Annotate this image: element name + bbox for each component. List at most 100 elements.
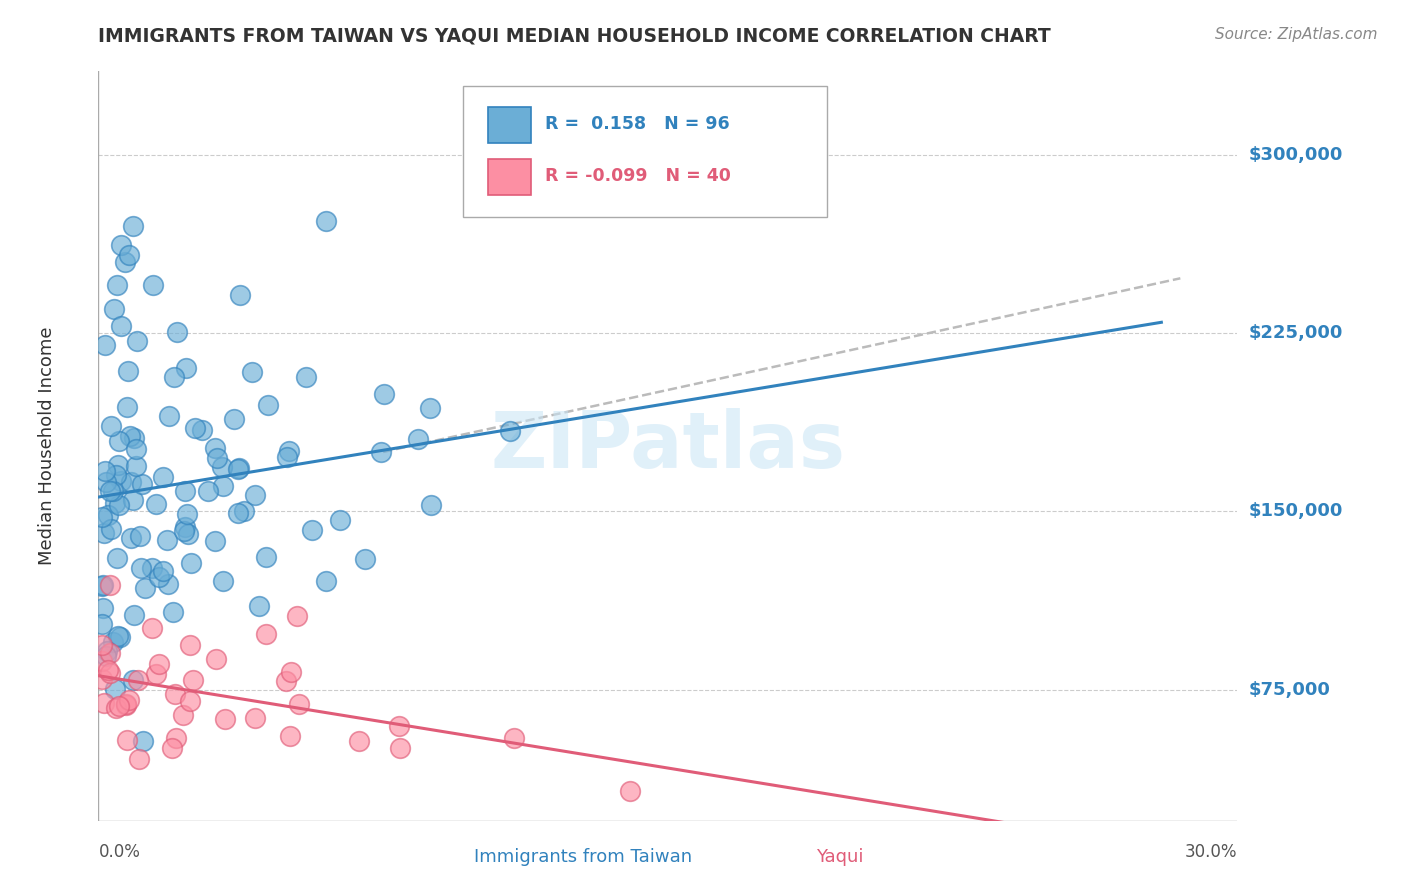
Point [129,529,152,543]
Point [388,719,411,733]
Point [370,445,392,459]
Point [419,401,441,415]
Point [148,657,170,672]
Point [173,524,195,538]
Point [108,698,131,713]
Point [105,468,128,483]
Point [94,475,117,489]
Point [91,509,114,524]
FancyBboxPatch shape [463,87,827,218]
Point [294,370,316,384]
Point [141,621,163,635]
Point [173,484,195,499]
Point [91,672,114,686]
Point [100,419,122,434]
Point [179,694,201,708]
Point [94,337,117,351]
FancyBboxPatch shape [429,843,463,871]
Point [174,360,197,375]
Text: 0.0%: 0.0% [98,843,141,861]
Point [229,288,252,302]
Point [103,496,125,510]
Point [122,673,145,687]
Point [107,278,129,293]
Point [120,531,142,545]
Point [276,450,298,464]
Point [353,552,375,566]
Point [619,784,641,798]
Point [280,665,302,679]
Point [243,711,266,725]
Point [93,696,115,710]
Point [132,733,155,747]
Point [145,497,167,511]
Point [114,697,136,711]
Point [108,434,131,448]
Point [91,638,114,652]
Point [121,492,143,507]
Point [499,424,522,438]
Point [118,692,141,706]
Point [183,673,205,687]
Point [190,423,212,437]
Point [214,712,236,726]
Text: $300,000: $300,000 [1249,145,1343,163]
Point [98,646,121,660]
Point [98,665,121,680]
Point [118,247,141,261]
Point [233,504,256,518]
Point [347,734,370,748]
Point [142,278,165,293]
Point [160,741,183,756]
Point [93,525,115,540]
Point [91,578,114,592]
Point [329,512,352,526]
Point [128,752,150,766]
Point [129,561,152,575]
Point [211,574,233,588]
Point [174,519,197,533]
Point [97,508,120,522]
Point [419,498,441,512]
Point [141,561,163,575]
Point [110,238,132,252]
Point [285,609,308,624]
Point [105,701,128,715]
Point [157,577,180,591]
Point [120,475,142,490]
Text: Immigrants from Taiwan: Immigrants from Taiwan [474,848,692,866]
Point [93,464,115,478]
Point [118,429,141,443]
Point [145,667,167,681]
Point [108,498,131,512]
Point [98,484,121,499]
Point [245,488,267,502]
Point [315,214,337,228]
Point [125,442,148,457]
Point [211,460,233,475]
Point [122,431,145,445]
Text: $150,000: $150,000 [1249,502,1343,520]
Point [247,599,270,613]
Point [101,484,124,499]
Point [97,664,120,678]
Point [315,574,337,589]
Point [117,364,139,378]
Point [103,681,125,696]
Point [152,469,174,483]
Point [96,644,118,658]
Point [228,461,250,475]
Point [502,731,524,745]
Point [115,401,138,415]
Point [101,635,124,649]
Point [91,654,114,668]
Point [114,698,136,712]
Point [388,741,411,756]
FancyBboxPatch shape [488,159,531,195]
Point [177,527,200,541]
Text: Median Household Income: Median Household Income [38,326,56,566]
Point [197,483,219,498]
Point [91,601,114,615]
Point [254,627,277,641]
Text: $225,000: $225,000 [1249,324,1343,342]
